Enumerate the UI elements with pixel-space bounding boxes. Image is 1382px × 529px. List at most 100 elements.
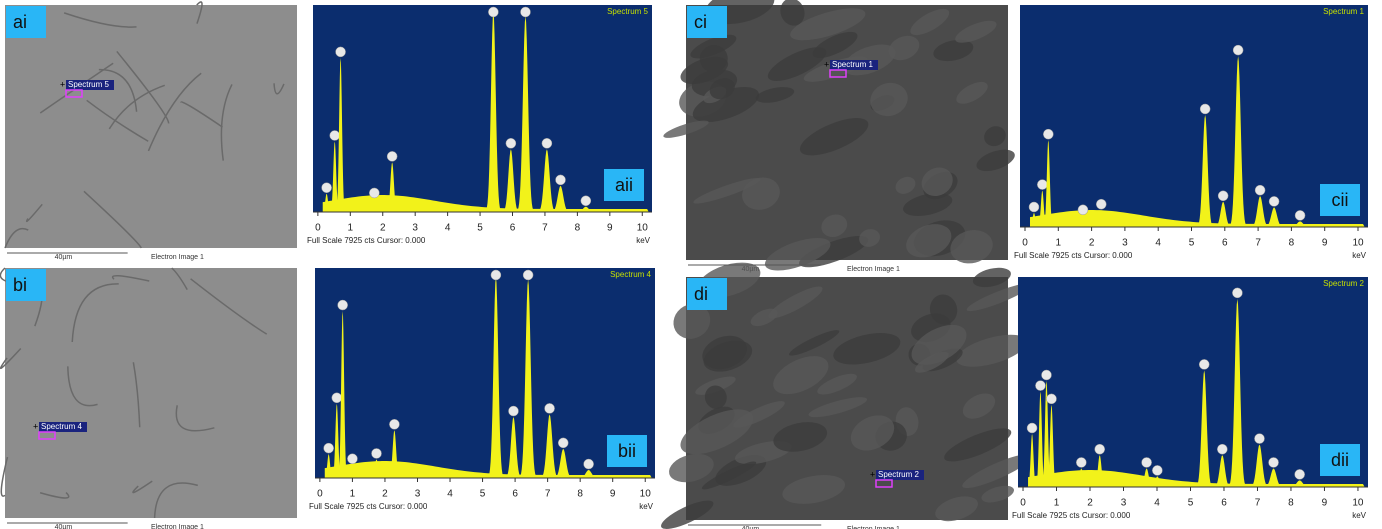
x-tick-label: 3	[412, 223, 418, 234]
x-tick-label: 7	[1255, 498, 1261, 509]
peak-label-icon	[581, 196, 591, 206]
peak-label-icon	[338, 300, 348, 310]
x-axis-label: keV	[1352, 251, 1366, 260]
x-tick-label: 4	[1155, 238, 1161, 249]
crosshair: +	[870, 469, 875, 479]
x-tick-label: 6	[1221, 498, 1227, 509]
x-tick-label: 3	[415, 489, 421, 500]
peak-label-icon	[1218, 191, 1228, 201]
peak-label-icon	[1199, 359, 1209, 369]
x-tick-label: 4	[445, 223, 451, 234]
x-tick-label: 2	[380, 223, 386, 234]
x-tick-label: 1	[350, 489, 356, 500]
footer: Full Scale 7925 cts Cursor: 0.000	[1012, 511, 1131, 520]
peak-label-icon	[1200, 104, 1210, 114]
image-label: ci	[694, 12, 707, 32]
peak-label-icon	[371, 448, 381, 458]
x-tick-label: 6	[512, 489, 518, 500]
peak-label-icon	[1027, 423, 1037, 433]
spectrum-title: Spectrum 1	[1323, 7, 1364, 16]
x-tick-label: 10	[1352, 498, 1364, 509]
x-tick-label: 6	[1222, 238, 1228, 249]
x-tick-label: 4	[447, 489, 453, 500]
sem-image	[5, 268, 297, 518]
image-label: di	[694, 284, 708, 304]
peak-label-icon	[558, 438, 568, 448]
x-tick-label: 5	[1188, 498, 1194, 509]
peak-label-icon	[1152, 465, 1162, 475]
peak-label-icon	[322, 183, 332, 193]
peak-label-icon	[1295, 210, 1305, 220]
peak-label-icon	[1233, 45, 1243, 55]
x-tick-label: 3	[1122, 238, 1128, 249]
panel-label: bii	[618, 441, 636, 461]
peak-label-icon	[1029, 202, 1039, 212]
image-label: ai	[13, 12, 27, 32]
panel-label: aii	[615, 175, 633, 195]
peak-label-icon	[1076, 457, 1086, 467]
x-tick-label: 1	[1056, 238, 1062, 249]
peak-label-icon	[1269, 196, 1279, 206]
peak-label-icon	[1078, 205, 1088, 215]
plot-area	[315, 268, 655, 478]
x-axis-label: keV	[636, 236, 650, 245]
x-tick-label: 8	[1289, 238, 1295, 249]
x-tick-label: 5	[480, 489, 486, 500]
x-tick-label: 2	[1089, 238, 1095, 249]
x-tick-label: 8	[575, 223, 581, 234]
peak-label-icon	[1254, 434, 1264, 444]
peak-label-icon	[330, 130, 340, 140]
footer: Full Scale 7925 cts Cursor: 0.000	[307, 236, 426, 245]
x-tick-label: 5	[1189, 238, 1195, 249]
peak-label-icon	[556, 175, 566, 185]
x-tick-label: 9	[1322, 238, 1328, 249]
x-tick-label: 10	[640, 489, 652, 500]
peak-label-icon	[1295, 469, 1305, 479]
spectrum-title: Spectrum 5	[607, 7, 648, 16]
x-tick-label: 0	[1022, 238, 1028, 249]
sem-image	[5, 5, 297, 248]
x-tick-label: 10	[637, 223, 649, 234]
peak-label-icon	[1217, 444, 1227, 454]
peak-label-icon	[506, 138, 516, 148]
crosshair: +	[60, 79, 65, 89]
peak-label-icon	[1037, 180, 1047, 190]
spectrum-title: Spectrum 4	[610, 270, 651, 279]
peak-label-icon	[542, 138, 552, 148]
spectrum-marker: Spectrum 1	[832, 60, 873, 69]
image-label: bi	[13, 275, 27, 295]
x-tick-label: 10	[1352, 238, 1364, 249]
x-tick-label: 9	[1322, 498, 1328, 509]
spectrum-title: Spectrum 2	[1323, 279, 1364, 288]
x-tick-label: 3	[1121, 498, 1127, 509]
figure: ai+Spectrum 540µmElectron Image 1bi+Spec…	[0, 0, 1382, 529]
x-tick-label: 2	[1087, 498, 1093, 509]
panel-label: cii	[1332, 190, 1349, 210]
peak-label-icon	[1035, 381, 1045, 391]
peak-label-icon	[336, 47, 346, 57]
image-label-box	[687, 6, 727, 38]
spectrum-marker: Spectrum 5	[68, 80, 109, 89]
x-tick-label: 5	[477, 223, 483, 234]
x-tick-label: 8	[577, 489, 583, 500]
peak-label-icon	[488, 7, 498, 17]
crosshair: +	[33, 421, 38, 431]
footer: Full Scale 7925 cts Cursor: 0.000	[1014, 251, 1133, 260]
spectrum-marker: Spectrum 4	[41, 422, 82, 431]
peak-label-icon	[523, 270, 533, 280]
spectrum-marker: Spectrum 2	[878, 470, 919, 479]
peak-label-icon	[508, 406, 518, 416]
peak-label-icon	[1255, 185, 1265, 195]
x-tick-label: 4	[1154, 498, 1160, 509]
peak-label-icon	[347, 454, 357, 464]
x-axis-label: keV	[639, 502, 653, 511]
x-tick-label: 0	[1020, 498, 1026, 509]
x-tick-label: 7	[545, 489, 551, 500]
footer: Full Scale 7925 cts Cursor: 0.000	[309, 502, 428, 511]
x-tick-label: 1	[348, 223, 354, 234]
peak-label-icon	[387, 151, 397, 161]
image-caption: Electron Image 1	[151, 524, 204, 529]
plot-area	[1018, 277, 1368, 487]
peak-label-icon	[1232, 288, 1242, 298]
x-tick-label: 7	[1255, 238, 1261, 249]
